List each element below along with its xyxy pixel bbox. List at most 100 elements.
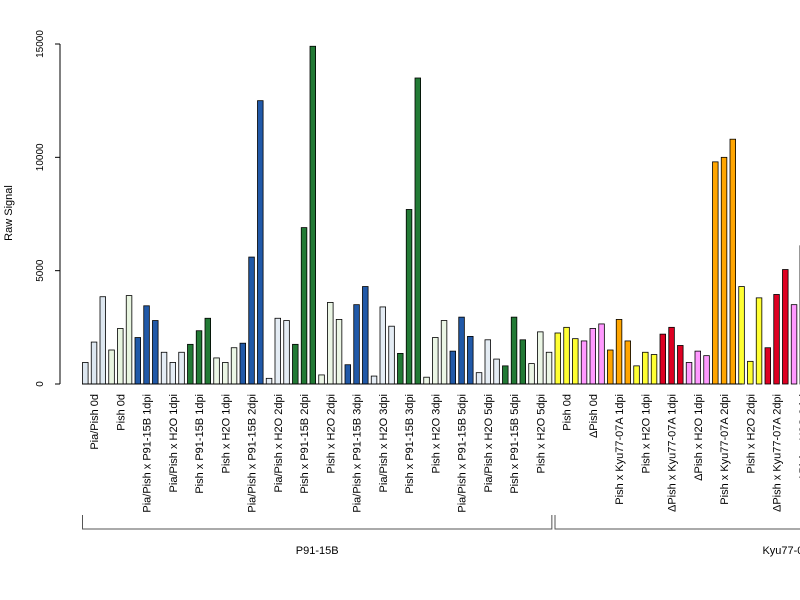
- bar: [598, 323, 605, 385]
- bar: [204, 317, 211, 385]
- bar: [230, 347, 238, 385]
- x-tick-label: Pish x Kyu77-07A 2dpi: [719, 394, 731, 505]
- bars: [82, 45, 800, 385]
- x-tick-label: Pia/Pish x H2O 1dpi: [168, 394, 180, 492]
- bar: [335, 318, 343, 385]
- bar: [694, 350, 701, 385]
- bar: [563, 326, 570, 385]
- bar: [475, 372, 483, 385]
- y-axis-label: Raw Signal: [3, 185, 15, 241]
- bar: [405, 209, 413, 385]
- bar: [160, 351, 168, 385]
- group-label: Kyu77-07A: [762, 545, 800, 557]
- bar: [493, 358, 500, 385]
- bar: [458, 316, 465, 385]
- bar: [309, 45, 316, 385]
- bar: [755, 297, 763, 385]
- y-tick-label: 0: [35, 381, 46, 387]
- bar: [265, 377, 273, 385]
- x-tick-label: Pia/Pish x P91-15B 3dpi: [352, 394, 364, 513]
- bar: [554, 332, 561, 385]
- bar: [624, 340, 631, 385]
- bar: [318, 374, 325, 385]
- bar: [344, 364, 351, 385]
- bar: [572, 338, 579, 385]
- x-tick-label: Pish 0d: [115, 394, 127, 431]
- x-tick-label: Pia/Pish x P91-15B 1dpi: [142, 394, 154, 513]
- x-tick-label: Pish x H2O 3dpi: [430, 394, 442, 473]
- bar: [580, 340, 588, 385]
- bar: [274, 317, 281, 385]
- bar: [257, 100, 264, 385]
- group-bracket: [82, 515, 553, 530]
- bar: [537, 331, 544, 385]
- x-tick-label: Pia/Pish 0d: [89, 394, 101, 450]
- bar: [650, 354, 658, 385]
- x-tick-label: Pish x Kyu77-07A 1dpi: [614, 394, 626, 505]
- bar: [222, 362, 229, 385]
- bar: [239, 342, 246, 385]
- bar: [99, 296, 106, 385]
- y-tick-label: 5000: [35, 259, 46, 282]
- bar: [607, 349, 614, 385]
- x-tick-label: Pish x H2O 2dpi: [745, 394, 757, 473]
- x-tick-label: ΔPish x Kyu77-07A 1dpi: [667, 394, 679, 512]
- bar: [108, 349, 115, 385]
- bar: [685, 362, 693, 385]
- bar: [292, 343, 299, 385]
- y-tick-label: 15000: [35, 30, 46, 58]
- bar: [633, 365, 640, 385]
- x-tick-label: ΔPish 0d: [588, 394, 600, 438]
- bar: [283, 320, 290, 385]
- x-tick-label: Pia/Pish x P91-15B 2dpi: [247, 394, 259, 513]
- bar: [90, 341, 98, 385]
- bar: [388, 325, 395, 385]
- bar: [125, 295, 133, 385]
- bar: [747, 360, 754, 385]
- bar: [187, 343, 194, 385]
- x-tick-label: Pia/Pish x H2O 2dpi: [273, 394, 285, 492]
- x-tick-label: ΔPish x Kyu77-07A 2dpi: [772, 394, 784, 512]
- bar: [213, 357, 220, 385]
- bar: [397, 352, 404, 385]
- bar: [353, 304, 360, 385]
- x-tick-label: Pish x H2O 5dpi: [535, 394, 547, 473]
- bar: [712, 161, 719, 385]
- bar: [117, 328, 124, 385]
- bar: [545, 351, 553, 385]
- bar: [423, 376, 430, 385]
- bar: [82, 362, 89, 385]
- bar: [178, 351, 185, 385]
- bar: [764, 347, 771, 385]
- bar: [668, 326, 675, 385]
- bar: [370, 375, 378, 385]
- bar: [248, 256, 255, 385]
- bar: [134, 337, 141, 385]
- x-tick-label: Pish x H2O 1dpi: [640, 394, 652, 473]
- bar: [362, 286, 369, 385]
- bar: [195, 330, 203, 385]
- group-label: P91-15B: [296, 545, 339, 557]
- bar: [677, 345, 684, 385]
- bar: [169, 362, 176, 385]
- bar: [440, 320, 448, 385]
- bar: [152, 320, 159, 385]
- bar: [432, 337, 439, 385]
- y-tick-label: 10000: [35, 143, 46, 171]
- x-tick-label: Pish x P91-15B 3dpi: [404, 394, 416, 494]
- x-tick-label: Pish x P91-15B 2dpi: [299, 394, 311, 494]
- bar: [467, 335, 474, 385]
- bar: [484, 339, 491, 385]
- bar: [659, 333, 666, 385]
- x-tick-label: Pish 0d: [562, 394, 574, 431]
- bar: [738, 286, 745, 385]
- x-tick-label: ΔPish x H2O 2dpi: [798, 394, 800, 481]
- bar: [773, 294, 780, 385]
- x-tick-label: Pish x H2O 2dpi: [325, 394, 337, 473]
- bar: [449, 350, 456, 385]
- x-tick-label: Pish x P91-15B 1dpi: [194, 394, 206, 494]
- bar: [519, 339, 526, 385]
- bar: [528, 363, 535, 385]
- bar: [703, 355, 710, 385]
